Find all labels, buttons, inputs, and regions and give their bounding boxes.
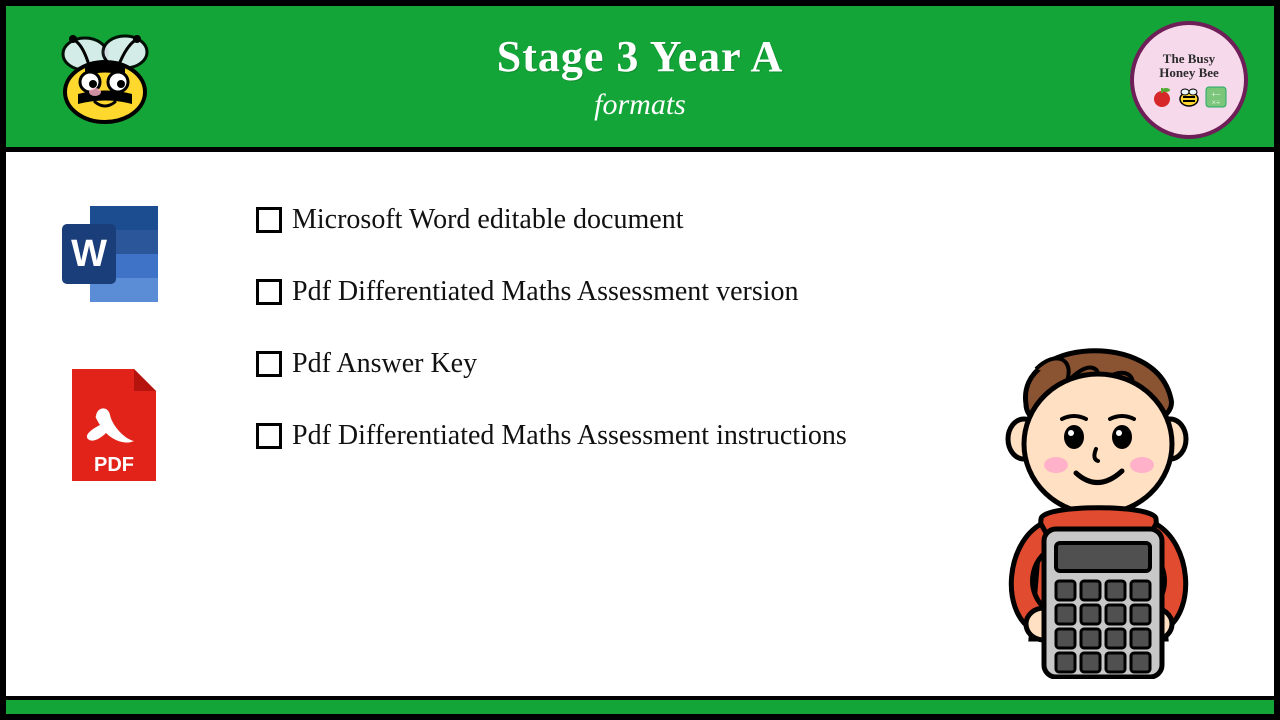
list-item: Microsoft Word editable document: [256, 204, 1214, 236]
checkbox-icon: [256, 207, 282, 233]
pdf-icon: PDF: [64, 367, 164, 485]
logo-mini-icons: +−×÷: [1151, 86, 1227, 108]
brand-logo: The Busy Honey Bee +−×÷: [1130, 21, 1248, 139]
page-subtitle: formats: [497, 88, 784, 122]
item-label: Pdf Differentiated Maths Assessment inst…: [292, 420, 847, 452]
math-tile-icon: +−×÷: [1205, 86, 1227, 108]
bee-icon: [40, 24, 170, 144]
content-area: W PDF Microsoft Word editable document P…: [6, 152, 1274, 684]
item-label: Pdf Answer Key: [292, 348, 477, 380]
item-label: Microsoft Word editable document: [292, 204, 683, 236]
header-bar: Stage 3 Year A formats: [6, 6, 1274, 152]
checkbox-icon: [256, 279, 282, 305]
svg-text:W: W: [71, 233, 107, 275]
page-title: Stage 3 Year A: [497, 31, 784, 82]
header-titles: Stage 3 Year A formats: [497, 31, 784, 122]
item-label: Pdf Differentiated Maths Assessment vers…: [292, 276, 799, 308]
child-calculator-illustration: [946, 309, 1246, 684]
slide-frame: Stage 3 Year A formats: [0, 0, 1280, 720]
logo-line1: The Busy: [1163, 52, 1215, 66]
word-icon: W: [58, 200, 166, 308]
footer-bar: [6, 696, 1274, 714]
list-item: Pdf Differentiated Maths Assessment vers…: [256, 276, 1214, 308]
mini-bee-icon: [1177, 86, 1201, 108]
format-icons-column: W PDF: [58, 200, 188, 490]
checkbox-icon: [256, 351, 282, 377]
svg-text:×÷: ×÷: [1212, 98, 1222, 107]
svg-text:PDF: PDF: [94, 454, 134, 476]
apple-icon: [1151, 86, 1173, 108]
checkbox-icon: [256, 423, 282, 449]
logo-line2: Honey Bee: [1159, 66, 1219, 80]
